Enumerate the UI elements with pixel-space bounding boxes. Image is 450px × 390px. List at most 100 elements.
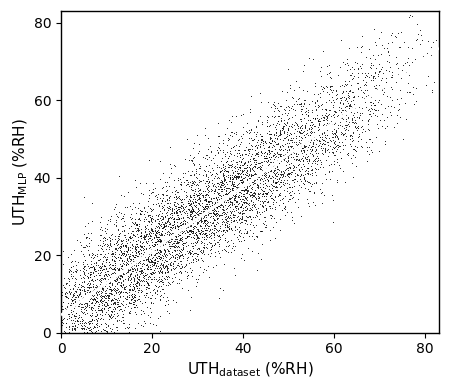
Point xyxy=(183,203,190,209)
Point xyxy=(247,142,254,149)
Point xyxy=(216,225,224,231)
Point xyxy=(279,170,286,177)
Point xyxy=(280,181,287,188)
Point xyxy=(164,216,171,222)
Point xyxy=(144,290,151,296)
Point xyxy=(322,137,329,144)
Point xyxy=(414,21,421,27)
Point xyxy=(264,130,271,136)
Point xyxy=(201,251,208,257)
Point xyxy=(351,103,358,109)
Point xyxy=(191,218,198,224)
Point xyxy=(237,204,244,210)
Point xyxy=(194,245,201,251)
Point xyxy=(102,262,109,269)
Point xyxy=(266,173,273,179)
Point xyxy=(197,210,204,216)
Point xyxy=(187,207,194,214)
Point xyxy=(79,326,86,332)
Point xyxy=(123,260,130,266)
Point xyxy=(328,133,335,140)
Point xyxy=(69,258,76,264)
Point xyxy=(127,276,135,282)
Point xyxy=(215,237,222,243)
Point xyxy=(342,133,349,140)
Point xyxy=(141,271,149,278)
Point xyxy=(213,175,220,181)
Point xyxy=(72,313,79,319)
Point xyxy=(158,231,165,238)
Point xyxy=(287,192,294,198)
Point xyxy=(334,142,342,149)
Point xyxy=(90,330,97,336)
Point xyxy=(329,219,337,225)
Point xyxy=(201,222,208,228)
Point xyxy=(308,147,315,154)
Point xyxy=(117,282,124,288)
Point xyxy=(64,275,72,281)
Point xyxy=(275,106,282,113)
Point xyxy=(120,228,127,234)
Point xyxy=(136,211,143,217)
Point xyxy=(237,177,244,183)
Point xyxy=(94,289,101,295)
Point xyxy=(300,143,307,149)
Point xyxy=(285,107,292,113)
Point xyxy=(339,59,346,65)
Point xyxy=(239,131,247,137)
Point xyxy=(210,207,217,214)
Point xyxy=(216,175,223,181)
Point xyxy=(276,216,284,222)
Point xyxy=(209,203,216,209)
Point xyxy=(212,193,220,200)
Point xyxy=(243,162,251,168)
Point xyxy=(91,307,98,313)
Point xyxy=(318,101,325,107)
Point xyxy=(146,320,153,326)
Point xyxy=(86,320,93,326)
Point xyxy=(156,328,163,334)
Point xyxy=(153,238,161,244)
Point xyxy=(363,93,370,99)
Point xyxy=(187,194,194,200)
Point xyxy=(319,145,326,151)
Point xyxy=(302,140,309,146)
Point xyxy=(348,70,356,76)
Point xyxy=(167,254,175,260)
Point xyxy=(98,284,105,291)
Point xyxy=(349,115,356,122)
Point xyxy=(227,176,234,182)
Point xyxy=(332,144,339,150)
Point xyxy=(144,236,152,242)
Point xyxy=(79,317,86,323)
Point xyxy=(214,194,221,200)
Point xyxy=(189,200,196,206)
Point xyxy=(283,96,290,103)
Point xyxy=(244,158,251,164)
Point xyxy=(346,66,354,72)
Point xyxy=(186,196,193,202)
Point xyxy=(307,123,315,129)
Point xyxy=(76,318,83,324)
Point xyxy=(220,227,227,234)
Point xyxy=(131,297,138,303)
Point xyxy=(403,8,410,14)
Point xyxy=(323,89,330,95)
Point xyxy=(88,313,95,319)
Point xyxy=(315,149,322,156)
Point xyxy=(76,300,83,306)
Point xyxy=(238,216,245,222)
Point xyxy=(243,151,250,158)
Point xyxy=(260,153,267,159)
Point xyxy=(188,294,195,300)
Point xyxy=(163,218,170,224)
Point xyxy=(216,212,223,218)
Point xyxy=(283,119,290,125)
Point xyxy=(157,238,164,244)
Point xyxy=(306,117,314,123)
Point xyxy=(291,176,298,182)
Point xyxy=(155,229,162,235)
Point xyxy=(146,251,153,257)
Point xyxy=(188,222,195,228)
Point xyxy=(282,141,289,147)
